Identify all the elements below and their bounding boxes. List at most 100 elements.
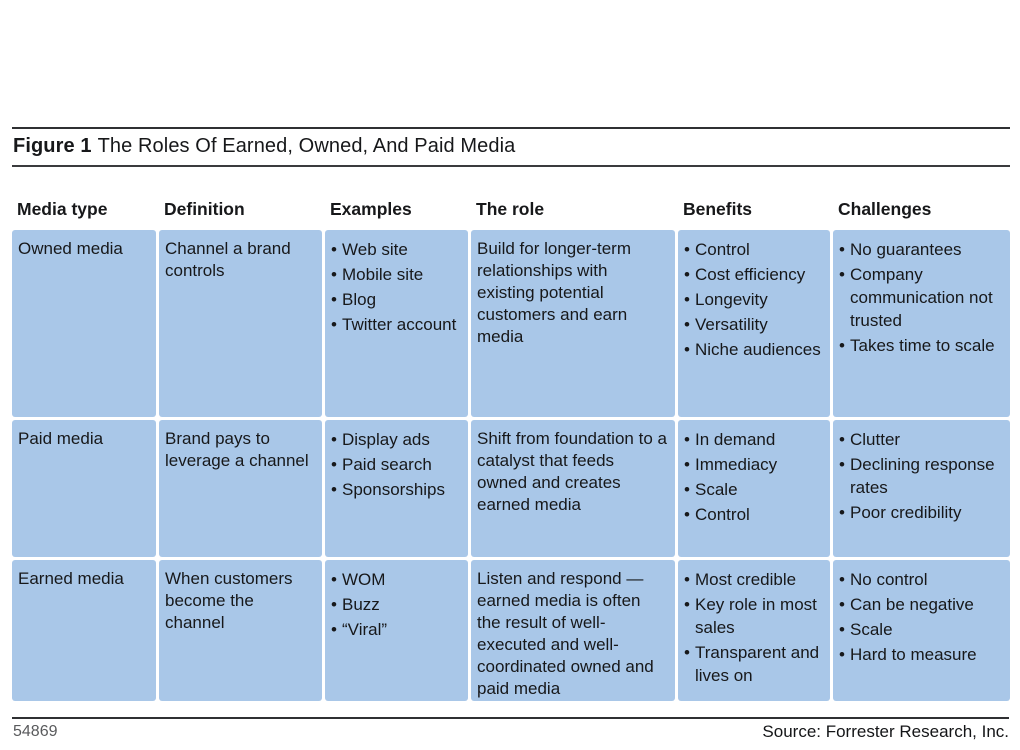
bullet-icon: • bbox=[331, 455, 337, 474]
bullet-item: • Scale bbox=[684, 478, 822, 501]
bullet-icon: • bbox=[839, 336, 845, 355]
bullet-item: • Immediacy bbox=[684, 453, 822, 476]
source-credit: Source: Forrester Research, Inc. bbox=[762, 722, 1009, 741]
bullet-label: Scale bbox=[850, 620, 893, 639]
bullet-item: • Hard to measure bbox=[839, 643, 1002, 666]
cell-paid-benefits: • In demand • Immediacy • Scale • Control bbox=[678, 420, 830, 557]
bullet-item: • Transparent and lives on bbox=[684, 641, 822, 687]
footer-divider bbox=[12, 717, 1009, 719]
bullet-item: • Sponsorships bbox=[331, 478, 460, 501]
bullet-item: • Most credible bbox=[684, 568, 822, 591]
bullet-item: • Niche audiences bbox=[684, 338, 822, 361]
bullet-item: • In demand bbox=[684, 428, 822, 451]
bullet-label: In demand bbox=[695, 430, 776, 449]
cell-earned-challenges: • No control • Can be negative • Scale • Hard t… bbox=[833, 560, 1010, 701]
bullet-item: • Display ads bbox=[331, 428, 460, 451]
cell-earned-benefits: • Most credible • Key role in most sales • Tr… bbox=[678, 560, 830, 701]
bullet-icon: • bbox=[839, 455, 845, 474]
column-header-media-type: Media type bbox=[17, 199, 108, 219]
bullet-item: • Key role in most sales bbox=[684, 593, 822, 639]
cell-owned-role: Build for longer-term relationships with… bbox=[471, 230, 675, 417]
bullet-label: Niche audiences bbox=[695, 340, 821, 359]
bullet-label: Cost efficiency bbox=[695, 265, 806, 284]
bullet-icon: • bbox=[684, 430, 690, 449]
bullet-label: Can be negative bbox=[850, 595, 974, 614]
bullet-item: • Web site bbox=[331, 238, 460, 261]
figure-label: Figure 1 bbox=[13, 135, 92, 157]
cell-paid-challenges: • Clutter • Declining response rates • Poor c… bbox=[833, 420, 1010, 557]
bullet-item: • Twitter account bbox=[331, 313, 460, 336]
bullet-label: Most credible bbox=[695, 570, 797, 589]
bullet-item: • Paid search bbox=[331, 453, 460, 476]
bullet-icon: • bbox=[331, 315, 337, 334]
bullet-icon: • bbox=[839, 240, 845, 259]
bullet-label: Sponsorships bbox=[342, 480, 446, 499]
bullet-item: • Declining response rates bbox=[839, 453, 1002, 499]
bullet-item: • Takes time to scale bbox=[839, 334, 1002, 357]
bullet-icon: • bbox=[839, 503, 845, 522]
bullet-item: • Can be negative bbox=[839, 593, 1002, 616]
bullet-label: Poor credibility bbox=[850, 503, 962, 522]
cell-owned-benefits: • Control • Cost efficiency • Longevity • Versa… bbox=[678, 230, 830, 417]
bullet-label: Display ads bbox=[342, 430, 430, 449]
bullet-icon: • bbox=[839, 645, 845, 664]
bullet-icon: • bbox=[839, 620, 845, 639]
bullet-icon: • bbox=[331, 290, 337, 309]
bullet-item: • No control bbox=[839, 568, 1002, 591]
cell-owned-definition: Channel a brand controls bbox=[159, 230, 322, 417]
bullet-label: Control bbox=[695, 505, 750, 524]
cell-paid-definition: Brand pays to leverage a channel bbox=[159, 420, 322, 557]
cell-paid-role: Shift from foundation to a catalyst that… bbox=[471, 420, 675, 557]
bullet-icon: • bbox=[684, 505, 690, 524]
bullet-item: • No guarantees bbox=[839, 238, 1002, 261]
bullet-label: WOM bbox=[342, 570, 386, 589]
bullet-label: “Viral” bbox=[342, 620, 388, 639]
bullet-icon: • bbox=[684, 315, 690, 334]
bullet-icon: • bbox=[331, 265, 337, 284]
bullet-label: Hard to measure bbox=[850, 645, 977, 664]
bullet-item: • Longevity bbox=[684, 288, 822, 311]
bullet-label: Paid search bbox=[342, 455, 432, 474]
bullet-item: • Poor credibility bbox=[839, 501, 1002, 524]
bullet-label: No guarantees bbox=[850, 240, 962, 259]
bullet-label: Company communication not trusted bbox=[850, 265, 993, 330]
column-header-benefits: Benefits bbox=[683, 199, 753, 219]
table-header-row: Media type Definition Examples The role … bbox=[12, 199, 1009, 220]
bullet-icon: • bbox=[684, 480, 690, 499]
bullet-item: • Versatility bbox=[684, 313, 822, 336]
bullet-item: • Clutter bbox=[839, 428, 1002, 451]
figure-title: The Roles Of Earned, Owned, And Paid Med… bbox=[97, 135, 516, 157]
cell-owned-media-type: Owned media bbox=[12, 230, 156, 417]
bullet-label: Takes time to scale bbox=[850, 336, 995, 355]
bullet-label: Longevity bbox=[695, 290, 768, 309]
bullet-label: Buzz bbox=[342, 595, 380, 614]
bullet-label: No control bbox=[850, 570, 928, 589]
cell-earned-media-type: Earned media bbox=[12, 560, 156, 701]
bullet-icon: • bbox=[684, 290, 690, 309]
column-header-definition: Definition bbox=[164, 199, 245, 219]
bullet-item: • Scale bbox=[839, 618, 1002, 641]
column-header-challenges: Challenges bbox=[838, 199, 932, 219]
bullet-icon: • bbox=[684, 240, 690, 259]
bullet-label: Mobile site bbox=[342, 265, 424, 284]
bullet-label: Key role in most sales bbox=[695, 595, 817, 637]
bullet-item: • Cost efficiency bbox=[684, 263, 822, 286]
bullet-label: Control bbox=[695, 240, 750, 259]
bullet-item: • Blog bbox=[331, 288, 460, 311]
column-header-examples: Examples bbox=[330, 199, 412, 219]
bullet-label: Web site bbox=[342, 240, 408, 259]
bullet-item: • Control bbox=[684, 238, 822, 261]
bullet-label: Blog bbox=[342, 290, 377, 309]
bullet-icon: • bbox=[839, 430, 845, 449]
bullet-icon: • bbox=[684, 455, 690, 474]
cell-paid-examples: • Display ads • Paid search • Sponsorships bbox=[325, 420, 468, 557]
bullet-label: Twitter account bbox=[342, 315, 457, 334]
bullet-item: • Control bbox=[684, 503, 822, 526]
cell-earned-examples: • WOM • Buzz • “Viral” bbox=[325, 560, 468, 701]
cell-owned-challenges: • No guarantees • Company communication not… bbox=[833, 230, 1010, 417]
bullet-icon: • bbox=[331, 595, 337, 614]
bullet-item: • Buzz bbox=[331, 593, 460, 616]
bullet-icon: • bbox=[331, 430, 337, 449]
bullet-label: Declining response rates bbox=[850, 455, 995, 497]
